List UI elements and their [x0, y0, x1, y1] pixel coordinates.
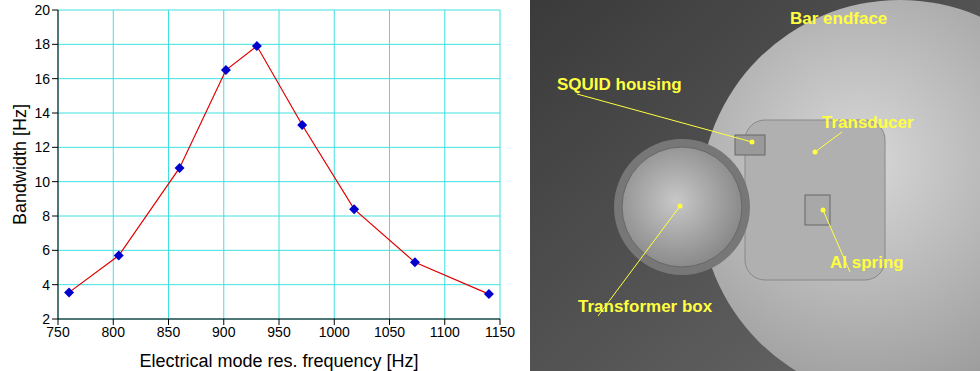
svg-text:18: 18 [34, 36, 50, 52]
svg-text:800: 800 [102, 324, 126, 340]
svg-text:20: 20 [34, 2, 50, 18]
svg-text:1150: 1150 [485, 324, 515, 340]
svg-text:Transformer box: Transformer box [578, 297, 713, 316]
svg-text:Bar endface: Bar endface [790, 9, 887, 28]
svg-text:1000: 1000 [319, 324, 350, 340]
svg-text:6: 6 [42, 242, 50, 258]
svg-text:SQUID housing: SQUID housing [557, 75, 682, 94]
svg-text:16: 16 [34, 71, 50, 87]
svg-text:12: 12 [34, 139, 50, 155]
svg-text:750: 750 [46, 323, 70, 340]
svg-text:850: 850 [157, 324, 181, 340]
svg-text:14: 14 [34, 105, 50, 121]
svg-text:Al spring: Al spring [830, 253, 904, 272]
svg-text:950: 950 [267, 324, 291, 340]
svg-text:8: 8 [42, 208, 50, 224]
svg-text:Bandwidth [Hz]: Bandwidth [Hz] [10, 104, 30, 225]
svg-text:Electrical mode res. frequency: Electrical mode res. frequency [Hz] [139, 351, 418, 371]
svg-text:2: 2 [42, 311, 50, 327]
svg-text:Transducer: Transducer [822, 113, 914, 132]
svg-text:10: 10 [34, 174, 50, 190]
svg-text:1100: 1100 [430, 324, 460, 340]
svg-text:4: 4 [42, 277, 50, 293]
svg-text:900: 900 [212, 324, 236, 340]
svg-text:1050: 1050 [374, 324, 405, 340]
